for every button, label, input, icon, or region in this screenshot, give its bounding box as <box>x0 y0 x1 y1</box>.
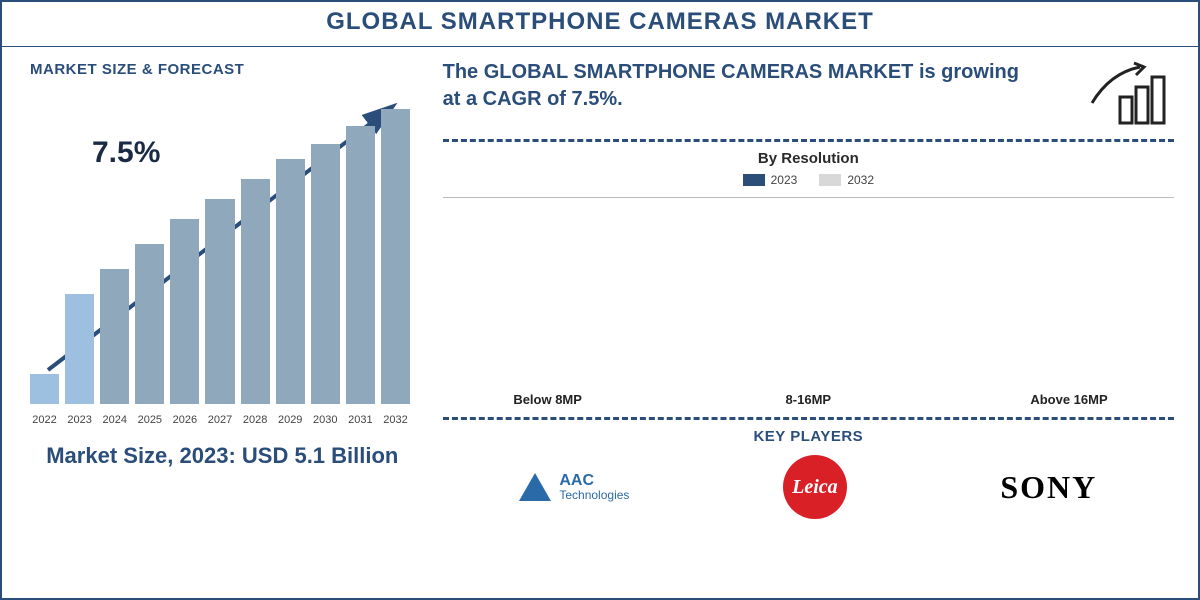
page-title: GLOBAL SMARTPHONE CAMERAS MARKET <box>2 8 1198 36</box>
forecast-year-label: 2024 <box>100 414 129 426</box>
key-players-row: AAC Technologies Leica SONY <box>443 455 1174 519</box>
resolution-chart-title: By Resolution <box>443 150 1174 167</box>
forecast-bar <box>276 159 305 404</box>
resolution-bar-chart: Below 8MP 8-16MP Above 16MP <box>443 197 1174 407</box>
forecast-year-label: 2025 <box>135 414 164 426</box>
forecast-bar-chart: 7.5% 20222023202420252026202720282029203… <box>30 86 410 426</box>
resolution-category-labels: Below 8MP 8-16MP Above 16MP <box>463 392 1154 407</box>
divider-2 <box>443 417 1174 420</box>
headline-prefix: The <box>443 61 484 83</box>
forecast-section-label: MARKET SIZE & FORECAST <box>30 61 415 78</box>
resolution-category-label: 8-16MP <box>723 392 893 407</box>
logo-aac: AAC Technologies <box>519 473 629 501</box>
legend-label-2032: 2032 <box>847 173 874 187</box>
legend-item-2023: 2023 <box>743 173 798 187</box>
forecast-bar <box>100 269 129 404</box>
forecast-bar <box>170 219 199 404</box>
forecast-year-label: 2027 <box>205 414 234 426</box>
forecast-year-labels: 2022 2023 2024 2025 2026 2027 2028 2029 2030 2031… <box>30 414 410 426</box>
main-layout: MARKET SIZE & FORECAST 7.5% 202220232024… <box>2 47 1198 587</box>
legend-swatch-2023 <box>743 174 765 186</box>
aac-sub: Technologies <box>559 489 629 501</box>
forecast-bar <box>311 144 340 404</box>
forecast-bar <box>241 179 270 404</box>
forecast-bar <box>30 374 59 404</box>
forecast-bar <box>65 294 94 404</box>
forecast-bar <box>346 126 375 404</box>
market-size-caption: Market Size, 2023: USD 5.1 Billion <box>30 442 415 471</box>
leica-text: Leica <box>792 476 838 499</box>
infographic-container: GLOBAL SMARTPHONE CAMERAS MARKET MARKET … <box>0 0 1200 600</box>
aac-name: AAC <box>559 472 594 489</box>
logo-sony: SONY <box>1000 469 1097 506</box>
forecast-year-label: 2030 <box>311 414 340 426</box>
forecast-year-label: 2022 <box>30 414 59 426</box>
aac-text: AAC Technologies <box>559 473 629 501</box>
divider-1 <box>443 139 1174 142</box>
key-players-title: KEY PLAYERS <box>443 428 1174 445</box>
growth-chart-icon <box>1084 59 1174 129</box>
forecast-year-label: 2031 <box>346 414 375 426</box>
forecast-bar <box>135 244 164 404</box>
resolution-legend: 2023 2032 <box>443 173 1174 187</box>
resolution-category-label: Above 16MP <box>984 392 1154 407</box>
title-bar: GLOBAL SMARTPHONE CAMERAS MARKET <box>2 2 1198 47</box>
forecast-year-label: 2032 <box>381 414 410 426</box>
forecast-bars <box>30 104 410 404</box>
headline-bold: GLOBAL SMARTPHONE CAMERAS MARKET <box>484 61 914 83</box>
forecast-year-label: 2028 <box>241 414 270 426</box>
left-panel: MARKET SIZE & FORECAST 7.5% 202220232024… <box>2 47 431 587</box>
forecast-year-label: 2026 <box>170 414 199 426</box>
legend-swatch-2032 <box>819 174 841 186</box>
aac-triangle-icon <box>519 473 551 501</box>
headline-row: The GLOBAL SMARTPHONE CAMERAS MARKET is … <box>443 59 1174 129</box>
forecast-year-label: 2023 <box>65 414 94 426</box>
forecast-bar <box>381 109 410 404</box>
legend-label-2023: 2023 <box>771 173 798 187</box>
forecast-year-label: 2029 <box>276 414 305 426</box>
headline-text: The GLOBAL SMARTPHONE CAMERAS MARKET is … <box>443 59 1033 113</box>
legend-item-2032: 2032 <box>819 173 874 187</box>
resolution-category-label: Below 8MP <box>463 392 633 407</box>
forecast-bar <box>205 199 234 404</box>
right-panel: The GLOBAL SMARTPHONE CAMERAS MARKET is … <box>431 47 1198 587</box>
resolution-bar-groups <box>463 205 1154 385</box>
logo-leica: Leica <box>783 455 847 519</box>
